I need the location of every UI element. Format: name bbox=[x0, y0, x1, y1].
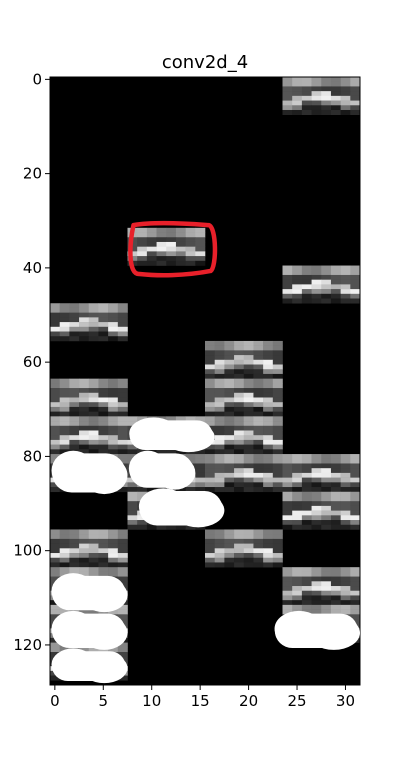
white-scribble-annotation bbox=[128, 450, 196, 490]
white-scribble-annotation bbox=[51, 648, 128, 684]
y-tick-label: 60 bbox=[23, 353, 42, 371]
feature-tile bbox=[50, 416, 128, 455]
feature-tile bbox=[205, 454, 283, 493]
white-scribble-annotation bbox=[274, 610, 360, 650]
x-tick-label: 10 bbox=[142, 692, 161, 710]
feature-tile bbox=[50, 529, 128, 568]
y-tick-label: 40 bbox=[23, 259, 42, 277]
x-tick-label: 0 bbox=[50, 692, 60, 710]
red-outline-annotation bbox=[128, 220, 218, 278]
white-scribble-annotation bbox=[129, 417, 215, 453]
y-tick-label: 0 bbox=[32, 70, 42, 88]
feature-tile bbox=[50, 378, 128, 417]
white-scribble-annotation bbox=[138, 488, 225, 528]
white-scribble-annotation bbox=[51, 610, 128, 650]
x-tick-label: 25 bbox=[287, 692, 306, 710]
y-axis: 0 20 40 60 80 100 120 bbox=[13, 70, 50, 654]
annotation-layer bbox=[51, 220, 360, 684]
white-scribble-annotation bbox=[51, 450, 128, 495]
chart-title: conv2d_4 bbox=[162, 52, 248, 73]
feature-tile bbox=[282, 77, 361, 116]
x-tick-label: 15 bbox=[191, 692, 210, 710]
feature-tile bbox=[282, 454, 361, 493]
feature-tile bbox=[127, 227, 206, 266]
y-tick-label: 120 bbox=[13, 636, 42, 654]
feature-tile bbox=[205, 529, 283, 568]
x-tick-label: 30 bbox=[336, 692, 355, 710]
x-axis: 0 5 10 15 20 25 30 bbox=[50, 685, 355, 710]
feature-tile bbox=[282, 265, 361, 304]
feature-tile bbox=[282, 567, 361, 606]
feature-tile bbox=[205, 340, 283, 379]
feature-tile bbox=[205, 378, 283, 417]
y-tick-label: 20 bbox=[23, 165, 42, 183]
y-tick-label: 100 bbox=[13, 542, 42, 560]
feature-tile bbox=[50, 303, 128, 342]
feature-tile bbox=[205, 416, 283, 455]
y-tick-label: 80 bbox=[23, 447, 42, 465]
white-scribble-annotation bbox=[51, 573, 128, 613]
feature-tile bbox=[282, 491, 361, 530]
x-tick-label: 20 bbox=[239, 692, 258, 710]
x-tick-label: 5 bbox=[99, 692, 109, 710]
plot-frame bbox=[49, 76, 361, 686]
